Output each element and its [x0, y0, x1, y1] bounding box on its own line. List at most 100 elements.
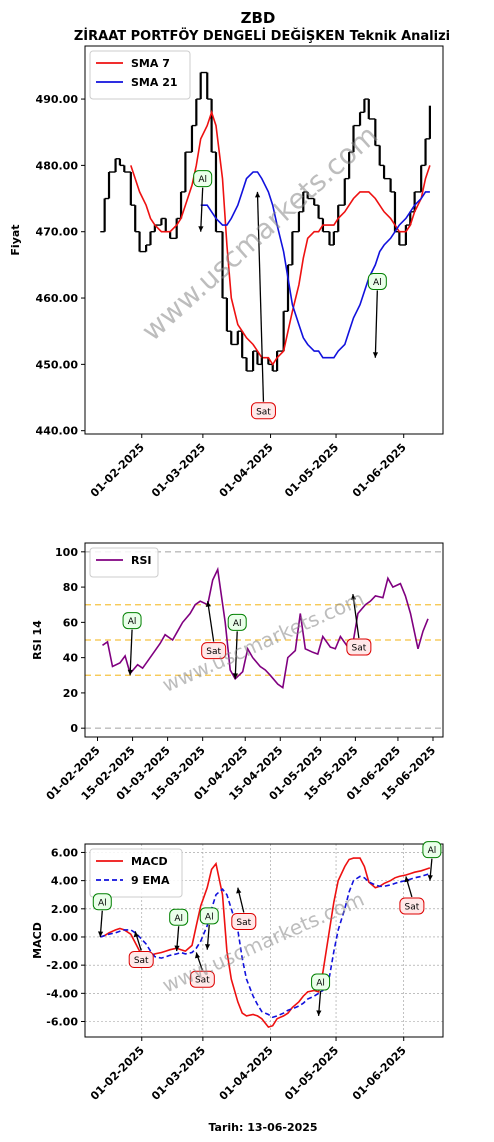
legend-label: SMA 21: [131, 76, 178, 89]
buy-signal-badge: [169, 908, 189, 926]
x-tick-label: 01-03-2025: [149, 441, 208, 500]
series-line-9-ema: [100, 872, 431, 1019]
y-tick-label: 480.00: [36, 159, 79, 172]
legend-label: MACD: [131, 855, 168, 868]
annotation-arrowhead: [198, 226, 204, 232]
y-axis-label: MACD: [31, 922, 44, 959]
sell-signal-label: Sat: [195, 976, 210, 986]
sell-signal-badge: [201, 642, 227, 660]
annotation-arrowhead: [404, 876, 410, 883]
y-tick-label: 20: [63, 687, 79, 700]
buy-signal-label: Al: [98, 898, 107, 908]
sell-signal-badge: [189, 970, 215, 988]
annotation-arrow: [200, 187, 204, 232]
buy-signal-label: Al: [174, 914, 183, 924]
y-tick-label: -6.00: [46, 1016, 78, 1029]
legend-label: RSI: [131, 554, 152, 567]
x-tick-label: 01-05-2025: [282, 1044, 341, 1103]
buy-signal-label: Al: [373, 278, 382, 288]
y-tick-label: 4.00: [51, 875, 78, 888]
x-tick-label: 01-03-2025: [149, 1044, 208, 1103]
buy-signal-badge: [193, 170, 213, 188]
legend-label: 9 EMA: [131, 874, 170, 887]
x-axis-label: Tarih: 13-06-2025: [208, 1121, 317, 1134]
y-tick-label: 60: [63, 616, 79, 629]
sell-signal-label: Sat: [206, 647, 221, 657]
y-tick-label: 2.00: [51, 903, 78, 916]
y-tick-label: 0: [70, 722, 78, 735]
sell-signal-label: Sat: [405, 902, 420, 912]
annotation-arrow: [374, 290, 378, 358]
y-axis-label: RSI 14: [31, 620, 44, 660]
x-tick-label: 01-02-2025: [88, 441, 147, 500]
annotation-arrowhead: [133, 931, 139, 938]
annotation-arrowhead: [127, 669, 133, 676]
sell-signal-badge: [231, 912, 257, 930]
price-panel: 440.00 450.00 460.00 470.00 480.00 490.00 01-0…: [9, 45, 444, 500]
figure-title: ZBD: [241, 9, 276, 27]
annotation-arrowhead: [204, 944, 211, 950]
y-tick-label: 0.00: [51, 931, 78, 944]
annotation-arrowhead: [205, 601, 211, 607]
annotation-arrow: [352, 594, 360, 639]
legend-label: SMA 7: [131, 57, 170, 70]
buy-signal-label: Al: [428, 846, 437, 856]
plot-frame: [84, 843, 444, 1038]
buy-signal-label: Al: [205, 912, 214, 922]
x-tick-label: 01-06-2025: [350, 1044, 409, 1103]
sell-signal-label: Sat: [236, 918, 251, 928]
x-tick-label: 01-05-2025: [282, 441, 341, 500]
buy-signal-label: Al: [233, 619, 242, 629]
annotation-arrowhead: [236, 887, 242, 894]
y-tick-label: 440.00: [36, 425, 79, 438]
sell-signal-badge: [346, 638, 372, 656]
buy-signal-badge: [199, 907, 219, 925]
y-tick-label: 460.00: [36, 292, 79, 305]
y-tick-label: 80: [63, 581, 79, 594]
macd-panel: -6.00 -4.00 -2.00 0.00 2.00 4.00 6.00 01-02-202…: [31, 841, 444, 1103]
annotation-arrowhead: [372, 352, 379, 358]
annotation-arrowhead: [97, 931, 104, 937]
figure-subtitle: ZİRAAT PORTFÖY DENGELİ DEĞİŞKEN Teknik A…: [74, 28, 450, 44]
annotation-arrowhead: [232, 673, 239, 679]
annotation-arrowhead: [427, 875, 433, 881]
rsi-panel: 02040608010001-02-202515-02-202501-03-20…: [31, 542, 444, 803]
x-tick-label: 01-06-2025: [350, 441, 409, 500]
buy-signal-badge: [92, 893, 112, 911]
watermark: www.uscmarkets.com: [135, 118, 384, 347]
y-tick-label: 40: [63, 652, 79, 665]
annotation-arrowhead: [316, 1010, 322, 1016]
y-tick-label: -4.00: [46, 987, 78, 1000]
plot-frame: [84, 45, 444, 435]
buy-signal-badge: [311, 973, 331, 991]
buy-signal-label: Al: [316, 979, 325, 989]
series-line-sma-21: [200, 171, 430, 359]
annotation-arrowhead: [350, 594, 357, 600]
buy-signal-badge: [367, 272, 387, 290]
buy-signal-badge: [122, 612, 142, 630]
watermark: www.uscmarkets.com: [159, 586, 368, 697]
annotation-arrowhead: [254, 191, 261, 198]
legend-box: [89, 547, 159, 578]
annotation-arrowhead: [194, 952, 201, 959]
buy-signal-label: Al: [128, 617, 137, 627]
annotation-arrow: [207, 601, 215, 642]
annotation-arrowhead: [174, 945, 180, 952]
sell-signal-badge: [250, 402, 276, 420]
buy-signal-badge: [422, 841, 442, 859]
series-line-rsi: [102, 566, 429, 689]
y-tick-label: 6.00: [51, 846, 78, 859]
x-tick-label: 01-04-2025: [217, 441, 276, 500]
sell-signal-label: Sat: [134, 956, 149, 966]
x-tick-label: 01-04-2025: [217, 1044, 276, 1103]
annotation-arrow: [234, 631, 238, 679]
series-line-macd: [100, 857, 431, 1029]
y-tick-label: -2.00: [46, 959, 78, 972]
annotation-arrow: [129, 629, 133, 676]
buy-signal-label: Al: [198, 175, 207, 185]
x-tick-label: 01-02-2025: [88, 1044, 147, 1103]
sell-signal-label: Sat: [256, 407, 271, 417]
y-axis-label: Fiyat: [9, 224, 22, 255]
y-tick-label: 490.00: [36, 93, 79, 106]
